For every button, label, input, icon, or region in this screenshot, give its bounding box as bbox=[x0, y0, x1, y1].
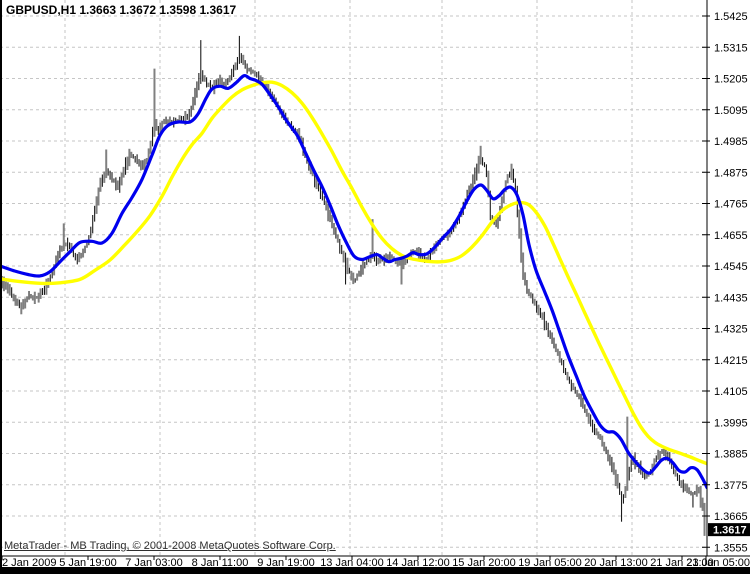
x-axis-label: 19 Jan 05:00 bbox=[518, 557, 582, 569]
candlestick-bars bbox=[1, 35, 706, 536]
y-axis-label: 1.5315 bbox=[714, 42, 748, 54]
y-axis-label: 1.5425 bbox=[714, 11, 748, 23]
watermark: MetaTrader - MB Trading, © 2001-2008 Met… bbox=[4, 540, 336, 552]
y-axis-label: 1.4215 bbox=[714, 355, 748, 367]
axis-frame bbox=[0, 0, 750, 557]
y-axis-label: 1.3775 bbox=[714, 480, 748, 492]
y-axis-label: 1.4105 bbox=[714, 386, 748, 398]
bottom-border-bar bbox=[0, 567, 750, 574]
y-axis-label: 1.3665 bbox=[714, 511, 748, 523]
ma-fast-path bbox=[0, 73, 707, 490]
x-axis-label: 13 Jan 04:00 bbox=[320, 557, 384, 569]
y-axis-label: 1.4325 bbox=[714, 324, 748, 336]
y-axis[interactable]: 1.5425 1.5315 1.5205 1.5095 1.4985 1.4875 1.47… bbox=[702, 11, 748, 554]
y-axis-label: 1.3885 bbox=[714, 449, 748, 461]
x-axis-label: 9 Jan 19:00 bbox=[257, 557, 315, 569]
current-price-tag: 1.3617 bbox=[708, 523, 750, 537]
x-axis-label: 23 Jan 05:00 bbox=[686, 557, 750, 569]
x-axis-label: 2 Jan 2009 bbox=[2, 557, 56, 569]
x-axis-label: 20 Jan 13:00 bbox=[584, 557, 648, 569]
x-axis-label: 7 Jan 03:00 bbox=[125, 557, 183, 569]
y-axis-label: 1.4765 bbox=[714, 199, 748, 211]
x-axis-label: 14 Jan 12:00 bbox=[386, 557, 450, 569]
x-axis-label: 5 Jan 19:00 bbox=[59, 557, 117, 569]
y-axis-label: 1.4985 bbox=[714, 136, 748, 148]
price-tag-bg bbox=[708, 523, 750, 537]
y-axis-label: 1.4875 bbox=[714, 167, 748, 179]
y-axis-label: 1.4435 bbox=[714, 292, 748, 304]
price-tag-value: 1.3617 bbox=[713, 525, 747, 537]
x-axis-label: 21 Jan 21:00 bbox=[650, 557, 714, 569]
x-axis-label: 8 Jan 11:00 bbox=[192, 557, 249, 569]
x-axis[interactable]: 2 Jan 2009 5 Jan 19:00 7 Jan 03:00 8 Jan 11… bbox=[1, 556, 750, 569]
chart-title-ohlc: GBPUSD,H1 1.3663 1.3672 1.3598 1.3617 bbox=[6, 3, 237, 17]
x-axis-label: 15 Jan 20:00 bbox=[452, 557, 516, 569]
left-border bbox=[0, 0, 2, 574]
y-axis-label: 1.5205 bbox=[714, 74, 748, 86]
y-axis-label: 1.3995 bbox=[714, 417, 748, 429]
y-axis-label: 1.3555 bbox=[714, 542, 748, 554]
y-axis-label: 1.4655 bbox=[714, 230, 748, 242]
ma-fast-line bbox=[0, 73, 707, 490]
y-axis-label: 1.4545 bbox=[714, 261, 748, 273]
y-axis-label: 1.5095 bbox=[714, 105, 748, 117]
